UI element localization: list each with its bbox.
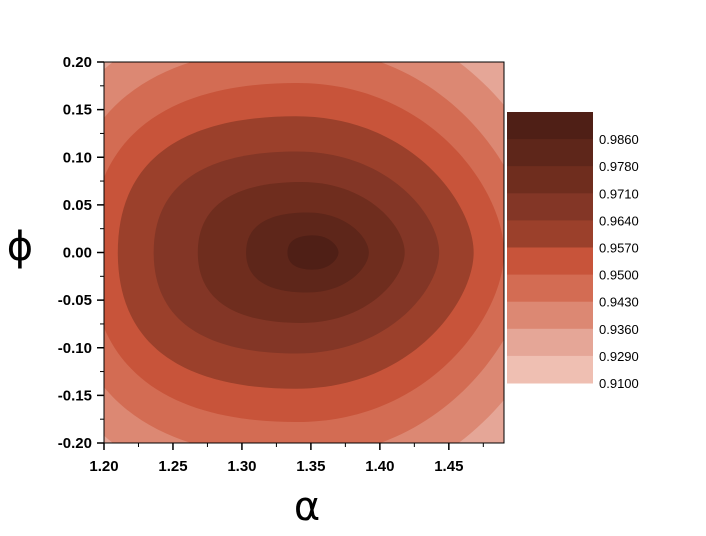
- colorbar-label: 0.9570: [599, 241, 639, 256]
- colorbar-swatch: [507, 112, 593, 140]
- y-tick-label: -0.10: [58, 340, 92, 357]
- y-tick-label: -0.15: [58, 387, 92, 404]
- colorbar-label: 0.9360: [599, 322, 639, 337]
- x-tick-label: 1.40: [365, 458, 394, 475]
- colorbar-label: 0.9710: [599, 186, 639, 201]
- colorbar-label: 0.9500: [599, 268, 639, 283]
- colorbar-swatch: [507, 274, 593, 303]
- y-tick-label: 0.10: [63, 149, 92, 166]
- colorbar-swatch: [507, 193, 593, 221]
- colorbar-swatch: [507, 139, 593, 167]
- colorbar-swatch: [507, 220, 593, 248]
- colorbar-swatch: [507, 328, 593, 357]
- colorbar-swatch: [507, 247, 593, 276]
- colorbar-label: 0.9640: [599, 213, 639, 228]
- x-tick-label: 1.20: [89, 458, 118, 475]
- colorbar: 0.9860 0.9780 0.9710 0.9640 0.9570 0.9500 0.94…: [507, 112, 639, 391]
- y-tick-label: 0.15: [63, 102, 92, 119]
- x-tick-label: 1.25: [158, 458, 187, 475]
- y-axis-label: ϕ: [7, 224, 33, 270]
- plot-area: [104, 62, 504, 443]
- colorbar-label: 0.9780: [599, 159, 639, 174]
- colorbar-label: 0.9100: [599, 376, 639, 391]
- y-tick-label: 0.05: [63, 197, 92, 214]
- colorbar-label: 0.9290: [599, 349, 639, 364]
- y-tick-label: -0.05: [58, 292, 92, 309]
- colorbar-swatch: [507, 301, 593, 330]
- colorbar-swatch: [507, 166, 593, 194]
- y-tick-label: 0.00: [63, 245, 92, 262]
- x-axis-label: α: [294, 484, 320, 530]
- y-tick-label: -0.20: [58, 435, 92, 452]
- contour-band-9: [287, 235, 339, 270]
- colorbar-label: 0.9860: [599, 132, 639, 147]
- x-tick-label: 1.35: [296, 458, 325, 475]
- y-tick-label: 0.20: [63, 54, 92, 71]
- x-tick-label: 1.30: [227, 458, 256, 475]
- colorbar-label: 0.9430: [599, 295, 639, 310]
- x-tick-label: 1.45: [434, 458, 463, 475]
- x-axis: 1.20 1.25 1.30 1.35 1.40 1.45: [89, 443, 484, 475]
- y-axis: 0.20 0.15 0.10 0.05 0.00 -0.05 -0.10 -0.15 -0.20: [58, 54, 104, 452]
- colorbar-swatch: [507, 355, 593, 384]
